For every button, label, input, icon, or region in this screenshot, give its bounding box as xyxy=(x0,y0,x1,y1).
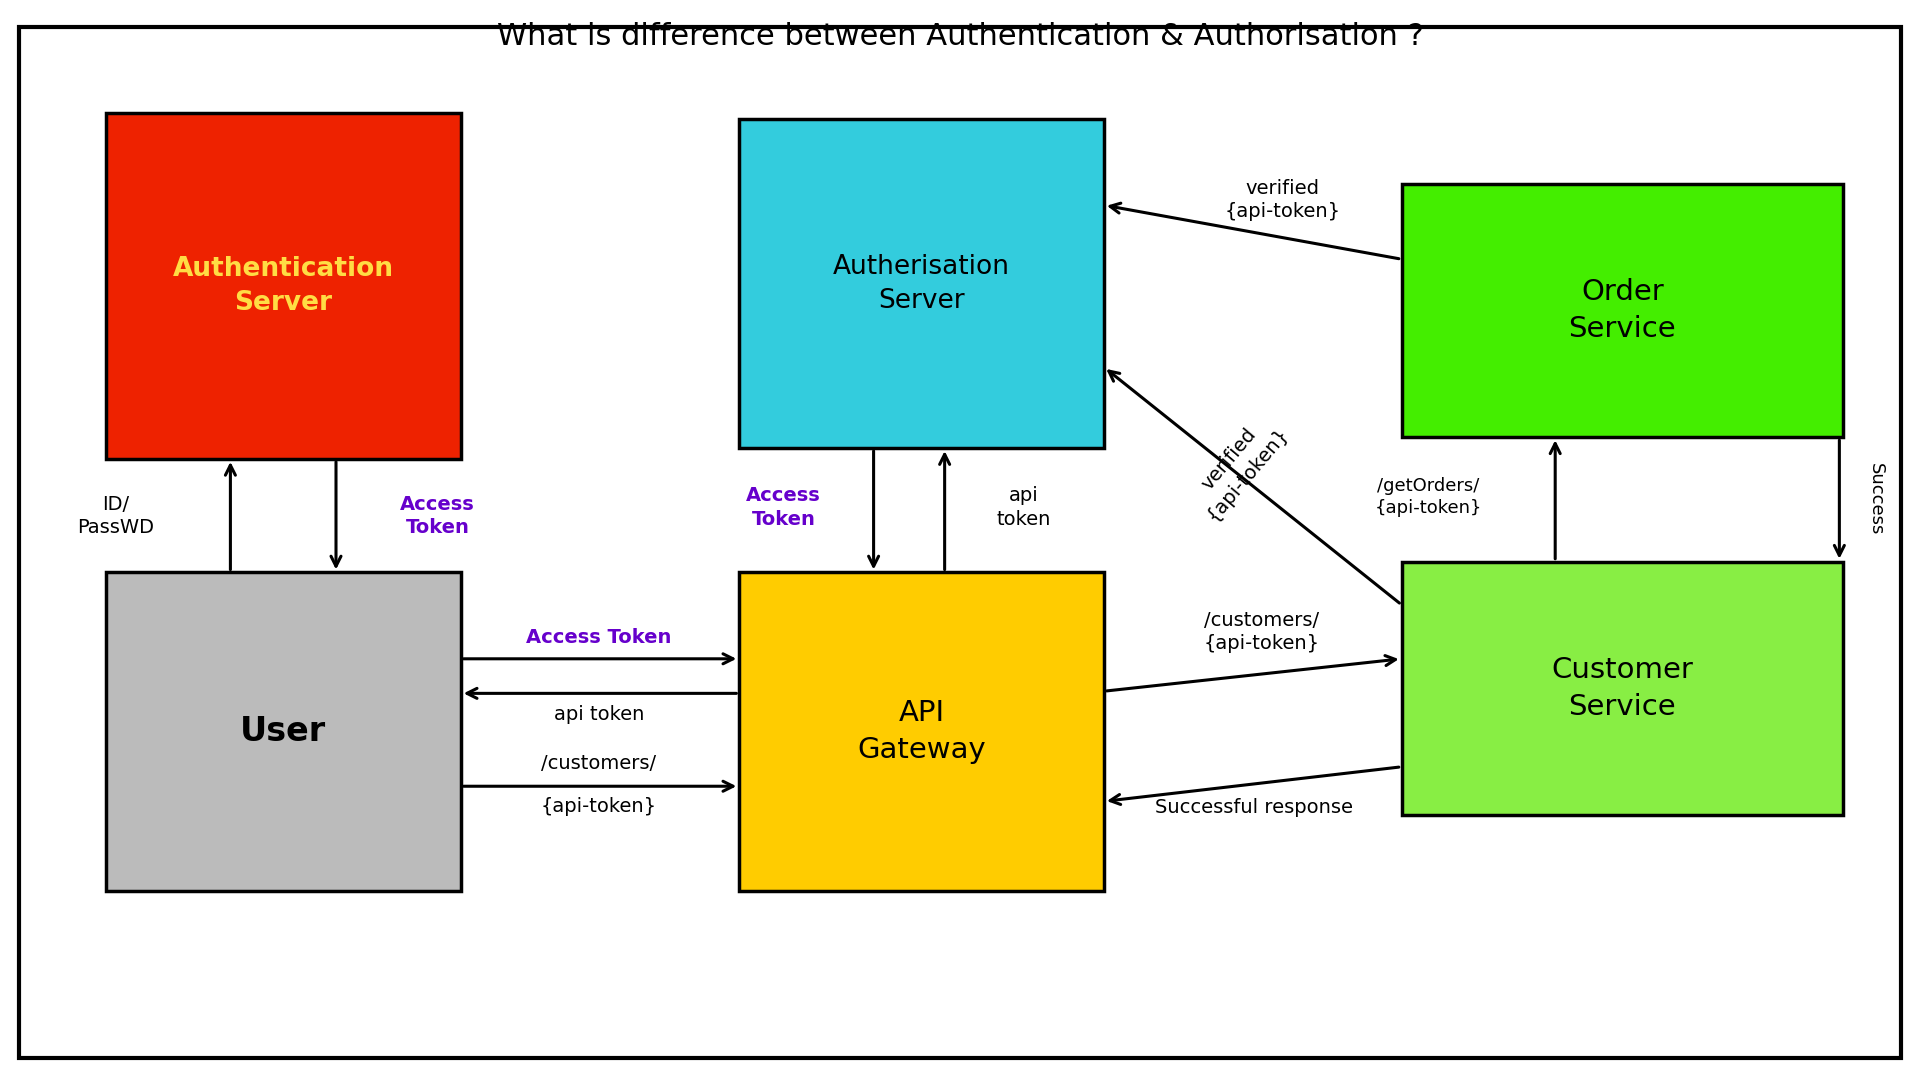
Text: Success: Success xyxy=(1866,462,1885,536)
Text: API
Gateway: API Gateway xyxy=(856,700,987,765)
Text: api
token: api token xyxy=(996,486,1050,529)
Text: api token: api token xyxy=(553,705,645,725)
Text: What is difference between Authentication & Authorisation ?: What is difference between Authenticatio… xyxy=(497,23,1423,51)
Text: {api-token}: {api-token} xyxy=(541,797,657,816)
Text: Customer
Service: Customer Service xyxy=(1551,656,1693,721)
Text: User: User xyxy=(240,715,326,748)
FancyBboxPatch shape xyxy=(739,119,1104,448)
FancyBboxPatch shape xyxy=(1402,562,1843,815)
FancyBboxPatch shape xyxy=(106,572,461,891)
FancyBboxPatch shape xyxy=(739,572,1104,891)
Text: /customers/
{api-token}: /customers/ {api-token} xyxy=(1204,610,1319,653)
Text: Authentication
Server: Authentication Server xyxy=(173,256,394,316)
Text: /getOrders/
{api-token}: /getOrders/ {api-token} xyxy=(1375,476,1482,517)
FancyBboxPatch shape xyxy=(1402,184,1843,437)
Text: Access Token: Access Token xyxy=(526,627,672,647)
Text: verified
{api-token}: verified {api-token} xyxy=(1185,408,1292,525)
Text: Access
Token: Access Token xyxy=(401,495,474,538)
Text: Successful response: Successful response xyxy=(1154,798,1354,818)
Text: Access
Token: Access Token xyxy=(747,486,820,529)
Text: Order
Service: Order Service xyxy=(1569,279,1676,343)
Text: ID/
PassWD: ID/ PassWD xyxy=(77,495,154,538)
Text: verified
{api-token}: verified {api-token} xyxy=(1225,178,1340,221)
FancyBboxPatch shape xyxy=(106,113,461,459)
Text: /customers/: /customers/ xyxy=(541,754,657,773)
Text: Autherisation
Server: Autherisation Server xyxy=(833,254,1010,313)
